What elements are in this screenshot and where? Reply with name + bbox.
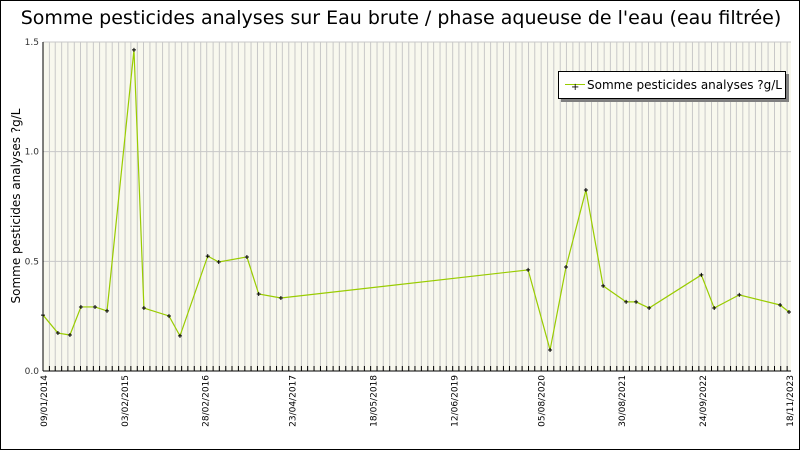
- data-point-marker: [624, 299, 629, 304]
- x-tick-label: 09/01/2014: [40, 375, 50, 427]
- data-point-marker: [105, 308, 110, 313]
- y-tick-label: 0.5: [25, 257, 39, 267]
- x-tick-label: 23/04/2017: [289, 375, 299, 427]
- data-point-marker: [278, 295, 283, 300]
- chart-title: Somme pesticides analyses sur Eau brute …: [20, 7, 782, 29]
- legend: Somme pesticides analyses ?g/L: [558, 71, 786, 101]
- data-point-marker: [166, 313, 171, 318]
- x-tick-label: 30/08/2021: [618, 375, 628, 427]
- data-point-marker: [583, 188, 588, 193]
- data-point-marker: [737, 292, 742, 297]
- data-point-marker: [67, 333, 72, 338]
- data-point-marker: [93, 304, 98, 309]
- data-point-marker: [141, 306, 146, 311]
- y-tick-label: 0.0: [25, 367, 40, 377]
- data-point-marker: [712, 306, 717, 311]
- data-point-marker: [601, 283, 606, 288]
- data-point-marker: [634, 299, 639, 304]
- data-point-marker: [256, 292, 261, 297]
- x-tick-label: 05/08/2020: [537, 375, 547, 427]
- y-tick-label: 1.0: [25, 148, 40, 158]
- x-tick-label: 24/09/2022: [699, 375, 709, 427]
- data-point-marker: [526, 267, 531, 272]
- data-point-marker: [778, 302, 783, 307]
- legend-label: Somme pesticides analyses ?g/L: [587, 78, 782, 92]
- series-line: [42, 49, 790, 351]
- data-point-marker: [177, 333, 182, 338]
- x-tick-label: 18/11/2023: [786, 375, 796, 427]
- data-point-marker: [205, 254, 210, 259]
- data-point-marker: [647, 306, 652, 311]
- data-point-marker: [41, 313, 45, 318]
- data-point-marker: [131, 47, 136, 52]
- data-point-marker: [787, 309, 791, 314]
- x-tick-label: 12/06/2019: [450, 375, 460, 427]
- x-tick-label: 28/02/2016: [202, 375, 212, 427]
- legend-swatch: [565, 75, 585, 101]
- data-point-marker: [699, 272, 704, 277]
- data-point-marker: [548, 347, 553, 352]
- x-tick-label: 18/05/2018: [369, 375, 379, 427]
- data-point-marker: [244, 254, 249, 259]
- y-tick-label: 1.5: [25, 38, 39, 48]
- data-point-marker: [55, 331, 60, 336]
- data-point-marker: [78, 304, 83, 309]
- data-point-marker: [216, 259, 221, 264]
- x-tick-label: 03/02/2015: [121, 375, 131, 427]
- data-point-marker: [564, 265, 569, 270]
